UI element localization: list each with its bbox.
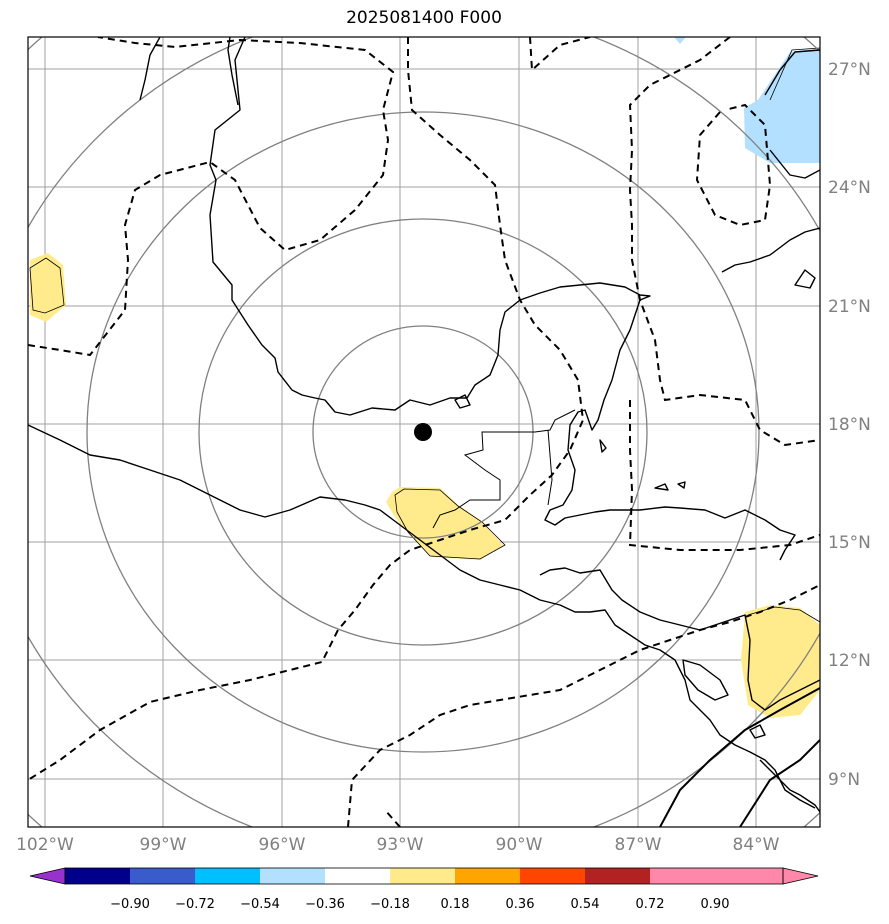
colorbar-tick-label: −0.72: [175, 897, 215, 912]
lon-label: 102°W: [16, 835, 74, 855]
colorbar-segment: [650, 868, 715, 884]
lat-label: 18°N: [828, 415, 871, 435]
longitude-labels: 102°W 99°W 96°W 93°W 90°W 87°W 84°W: [16, 835, 780, 855]
lat-label: 15°N: [828, 533, 871, 553]
colorbar-segment: [195, 868, 260, 884]
colorbar-tick-label: 0.36: [506, 897, 535, 912]
graticule: [28, 37, 820, 827]
colorbar-segment: [260, 868, 325, 884]
colorbar-segment: [520, 868, 585, 884]
colorbar-tick-label: −0.90: [110, 897, 150, 912]
colorbar-segment: [325, 868, 390, 884]
colorbar-frame: [64, 867, 784, 885]
map-frame: [27, 36, 821, 828]
lon-label: 87°W: [615, 835, 662, 855]
colorbar-tick-label: 0.72: [636, 897, 665, 912]
colorbar-high-extension: [782, 867, 819, 885]
colorbar-tick-label: 0.18: [441, 897, 470, 912]
colorbar-tick-label: −0.54: [240, 897, 280, 912]
colorbar-segment: [65, 868, 130, 884]
colorbar-segment: [585, 868, 650, 884]
dashed-contours: [28, 37, 820, 827]
lon-label: 93°W: [377, 835, 424, 855]
map-title: 2025081400 F000: [346, 8, 502, 28]
solid-front-lines: [659, 687, 820, 827]
lat-label: 24°N: [828, 178, 871, 198]
coastlines: [28, 37, 820, 813]
country-borders: [432, 409, 576, 529]
colorbar-low-extension: [29, 867, 66, 885]
lat-label: 9°N: [828, 770, 860, 790]
colorbar-segment: [455, 868, 520, 884]
colorbar-tick-label: −0.18: [370, 897, 410, 912]
colorbar-segment: [390, 868, 455, 884]
colorbar-segment: [715, 868, 783, 884]
lat-label: 27°N: [828, 60, 871, 80]
lon-label: 90°W: [496, 835, 543, 855]
lat-label: 12°N: [828, 651, 871, 671]
lon-label: 99°W: [140, 835, 187, 855]
lon-label: 96°W: [259, 835, 306, 855]
negative-anomaly-fill: [674, 37, 820, 163]
storm-center-marker: [414, 423, 432, 441]
lat-label: 21°N: [828, 297, 871, 317]
colorbar-tick-label: −0.36: [305, 897, 345, 912]
colorbar-segment: [130, 868, 195, 884]
colorbar-tick-label: 0.90: [701, 897, 730, 912]
colorbar-tick-label: 0.54: [571, 897, 600, 912]
lon-label: 84°W: [733, 835, 780, 855]
colorbar: −0.90 −0.72 −0.54 −0.36 −0.18 0.18 0.36 …: [29, 867, 819, 912]
latitude-labels: 27°N 24°N 21°N 18°N 15°N 12°N 9°N: [828, 60, 871, 790]
